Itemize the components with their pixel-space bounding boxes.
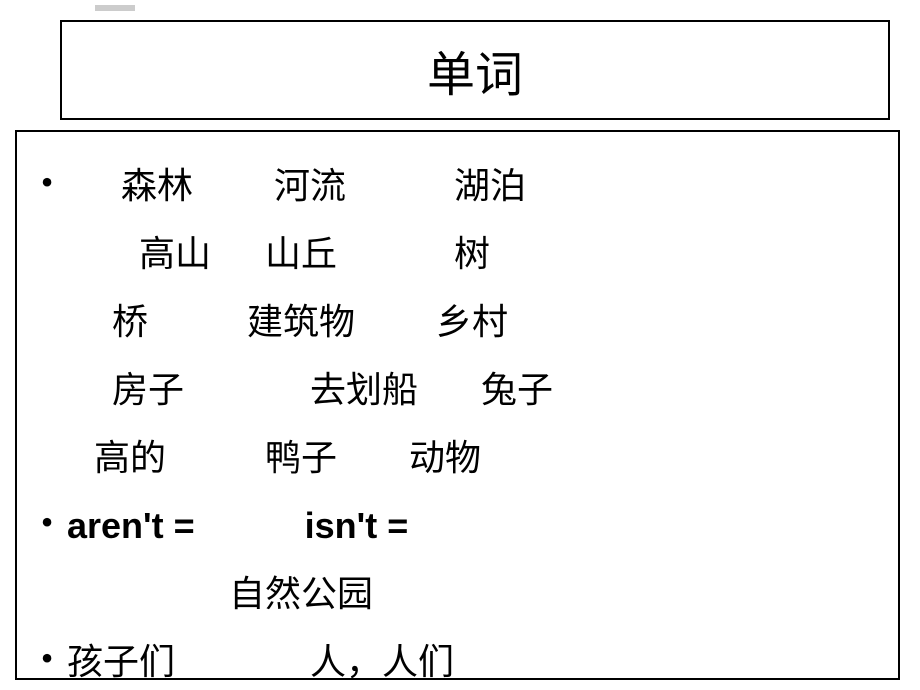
row-text: 高的 鸭子 动物 [67,424,888,492]
bullet-icon: • [27,152,67,212]
vocab-row: • aren't = isn't = [27,492,888,560]
row-text: 桥 建筑物 乡村 [67,288,888,356]
vocab-row: 桥 建筑物 乡村 [27,288,888,356]
row-text: 房子 去划船 兔子 [67,356,888,424]
vocab-row: 自然公园 [27,560,888,628]
vocab-row: • 孩子们 人，人们 [27,628,888,690]
content-box: • 森林 河流 湖泊 高山 山丘 树 桥 建筑物 乡村 房子 去划船 [15,130,900,680]
title-box: 单词 [60,20,890,120]
decorative-strip [95,5,135,11]
vocab-row: • 森林 河流 湖泊 [27,152,888,220]
row-text: aren't = isn't = [67,492,888,560]
bullet-icon: • [27,492,67,552]
slide: 单词 • 森林 河流 湖泊 高山 山丘 树 桥 建筑物 乡村 [0,0,920,690]
vocab-row: 高山 山丘 树 [27,220,888,288]
row-text: 孩子们 人，人们 [67,628,888,690]
row-text: 自然公园 [67,560,888,628]
row-text: 森林 河流 湖泊 [67,152,888,220]
vocab-row: 房子 去划船 兔子 [27,356,888,424]
slide-title: 单词 [427,35,523,105]
row-text: 高山 山丘 树 [67,220,888,288]
bullet-icon: • [27,628,67,688]
vocab-row: 高的 鸭子 动物 [27,424,888,492]
